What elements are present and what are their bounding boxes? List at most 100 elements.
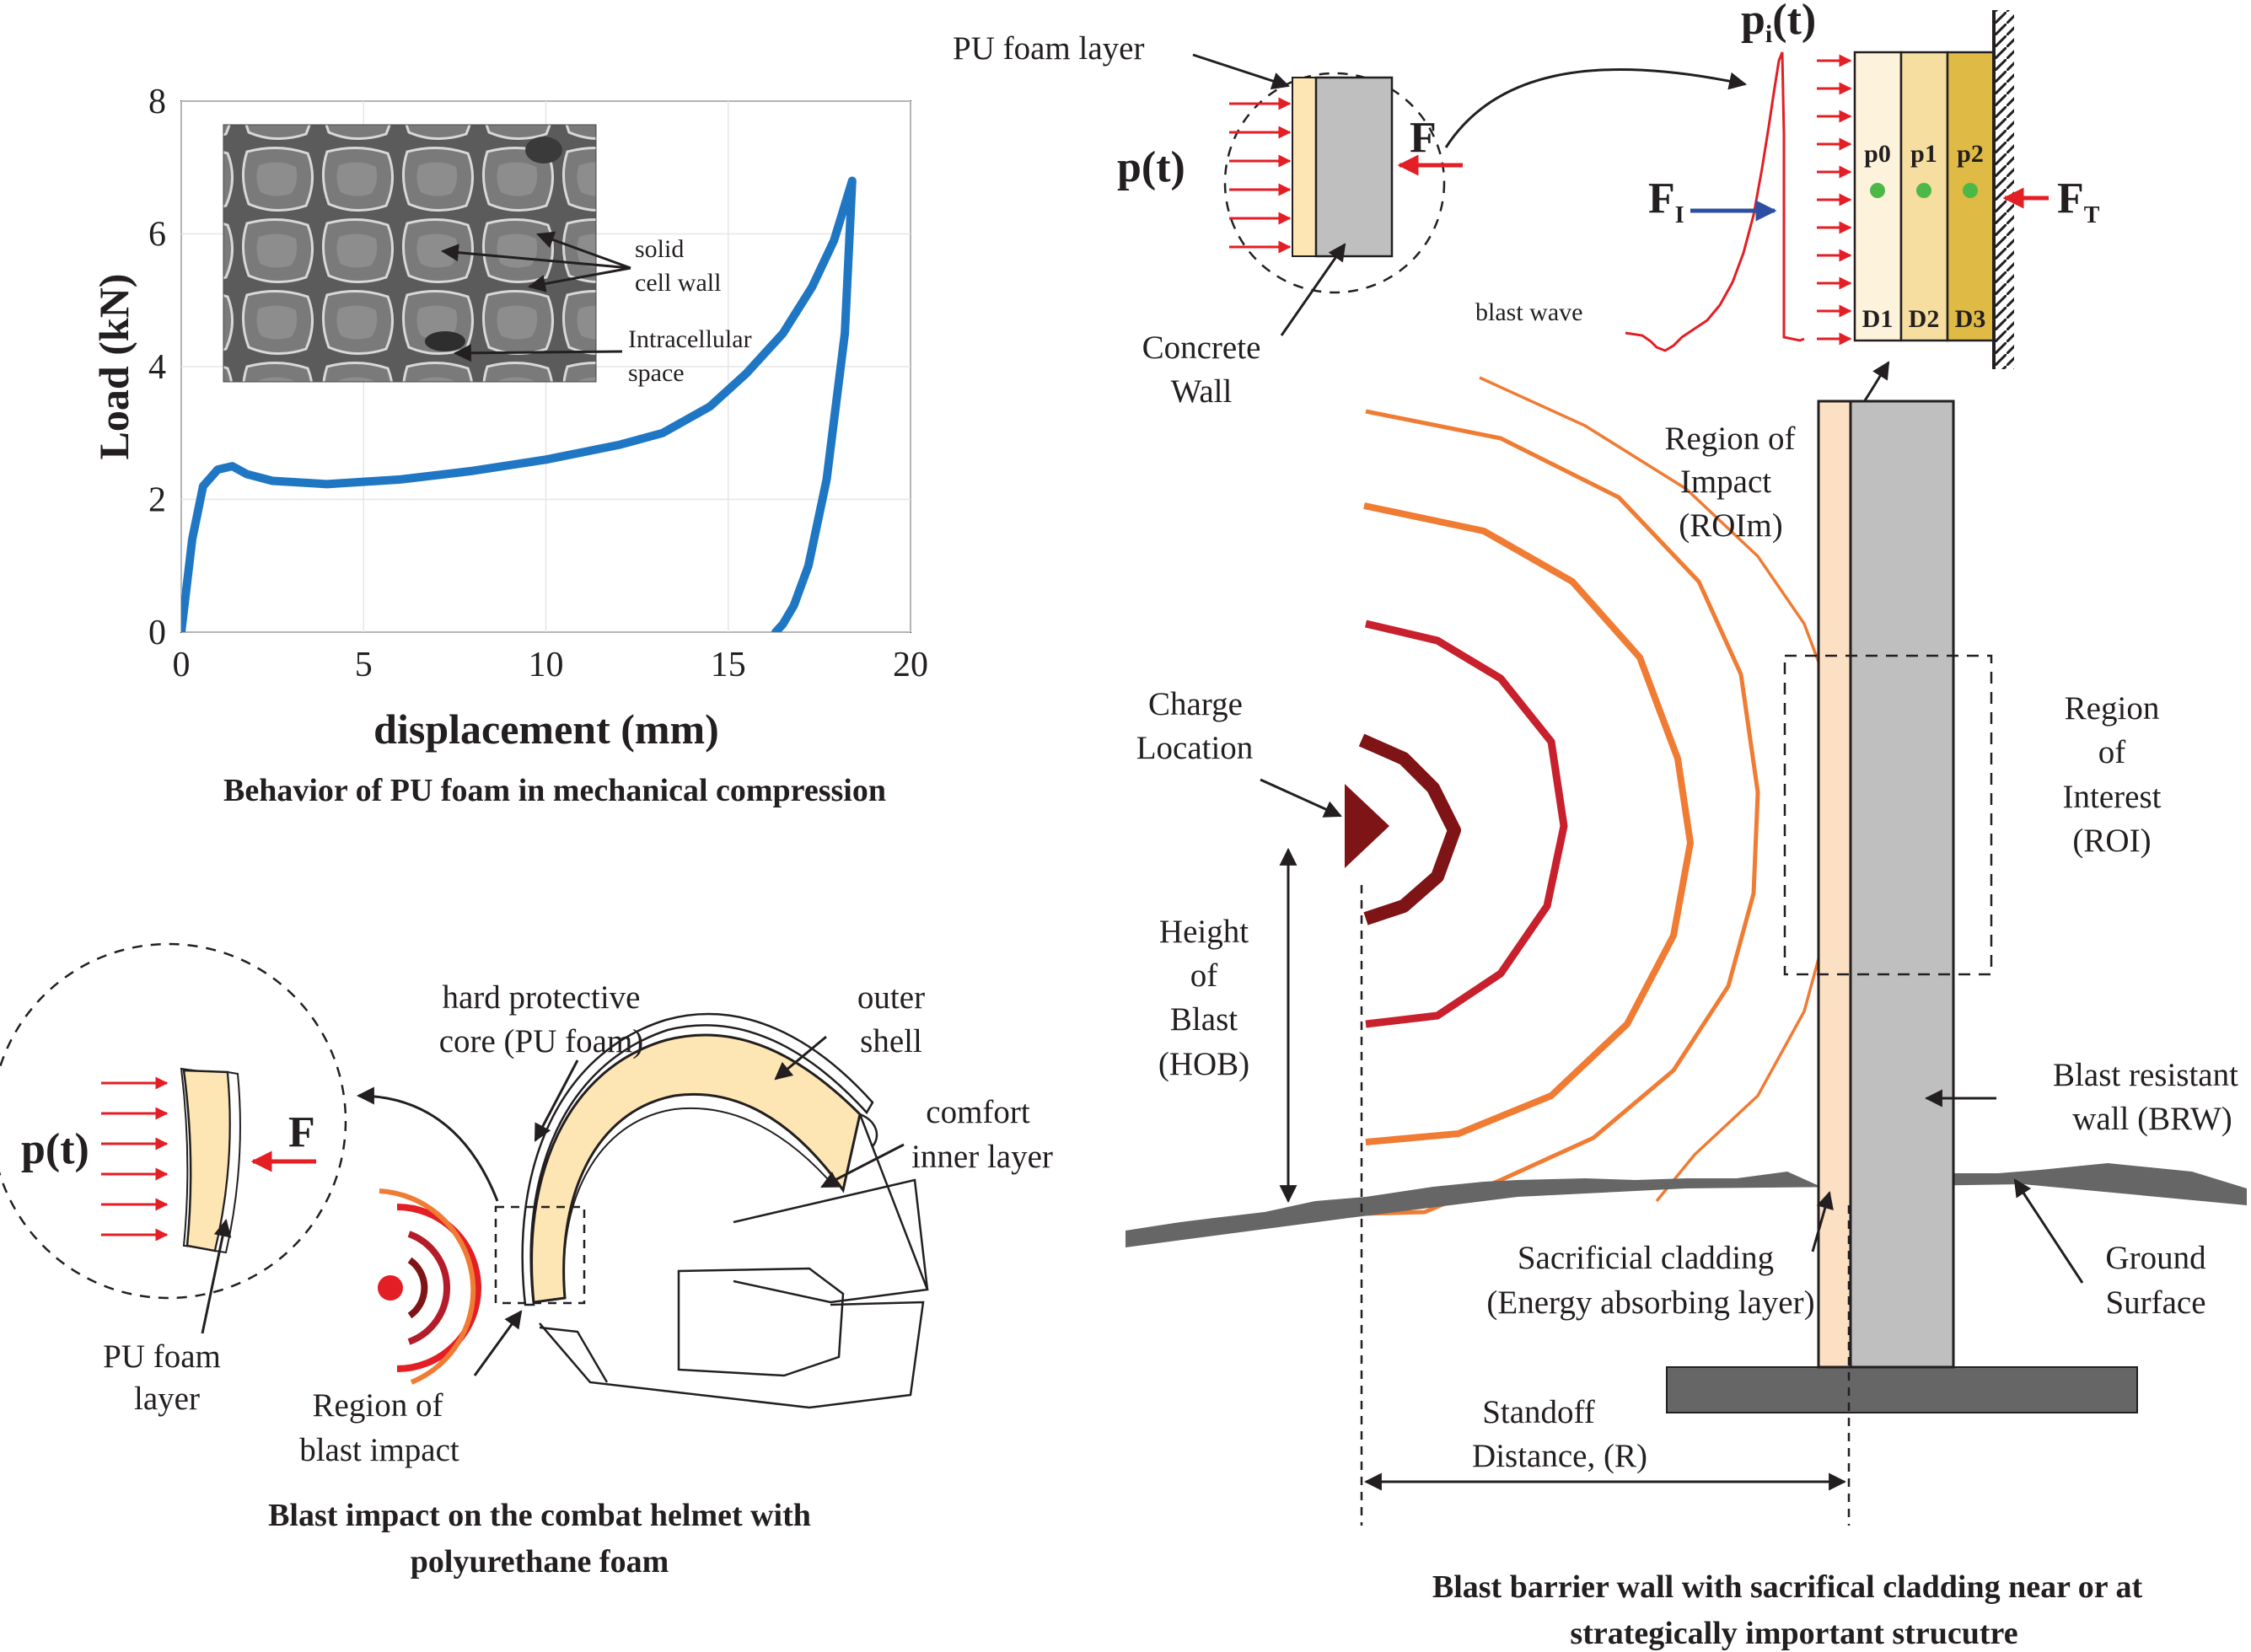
sacrificial-cladding	[1817, 400, 1852, 1369]
x-tick-label: 5	[355, 646, 373, 684]
ft-sub: T	[2084, 202, 2100, 228]
hob-label-1: Height	[1159, 914, 1249, 950]
wave-1	[1358, 733, 1461, 925]
gauge-p0	[1870, 183, 1885, 198]
gauge-p2	[1963, 183, 1978, 198]
fi-label: FI	[1648, 174, 1684, 228]
helmet-foam-pointer	[201, 1218, 232, 1334]
helmet-panel: p(t) F PU foam layer hard protective	[0, 942, 1053, 1580]
outer-shell-label-2: shell	[860, 1023, 922, 1059]
blast-wave-label: blast wave	[1475, 298, 1582, 326]
gauge-p1-label: p1	[1910, 140, 1937, 168]
helmet-force-label: F	[288, 1108, 315, 1156]
brw-label-1: Blast resistant	[2053, 1057, 2238, 1093]
visor	[733, 1113, 929, 1304]
blast-resistant-wall	[1849, 400, 1955, 1369]
pi-label: pi(t)	[1741, 0, 1816, 48]
y-tick-label: 4	[148, 348, 166, 387]
pi-main: p	[1741, 0, 1765, 44]
helmet-caption-1: Blast impact on the combat helmet with	[268, 1498, 811, 1533]
roim-label-1: Region of	[1665, 421, 1796, 457]
wave-2	[1364, 620, 1568, 1028]
hard-core-label-1: hard protective	[443, 979, 641, 1016]
roim-label-3: (ROIm)	[1679, 507, 1782, 544]
inset-label-cell-wall: cell wall	[635, 269, 721, 297]
outer-shell-label-1: outer	[857, 979, 925, 1016]
gauge-p2-label: p2	[1957, 140, 1984, 168]
y-tick-label: 6	[148, 216, 166, 255]
wave-4	[1365, 409, 1760, 1216]
y-tick-label: 0	[148, 614, 166, 652]
inset-pt-label: p(t)	[1117, 143, 1185, 191]
y-axis-label: Load (kN)	[90, 274, 137, 460]
foam-piece-shell	[213, 1070, 241, 1254]
y-tick-label: 2	[148, 481, 166, 520]
brw-label-2: wall (BRW)	[2072, 1101, 2232, 1137]
layer-d2-label: D2	[1909, 305, 1940, 333]
cell-wall-pointer-1	[440, 244, 631, 270]
x-tick-label: 0	[173, 646, 191, 684]
intracellular-pointer	[453, 344, 623, 362]
helmet-wave-4	[379, 1188, 476, 1385]
standoff-label-1: Standoff	[1482, 1394, 1595, 1430]
inset-label-space: space	[628, 359, 685, 387]
helmet-wave-3	[396, 1204, 481, 1372]
concrete-label-2: Wall	[1171, 373, 1233, 410]
helmet-foam-label-2: layer	[134, 1381, 200, 1417]
wave-3	[1363, 502, 1694, 1145]
outer-shell-line	[521, 1012, 874, 1306]
helmet-drawing	[521, 1012, 929, 1409]
ground-label-2: Surface	[2105, 1285, 2205, 1321]
footing	[1666, 1366, 2138, 1413]
chart-caption: Behavior of PU foam in mechanical compre…	[223, 773, 886, 808]
helmet-zoom-arrow	[356, 1086, 499, 1202]
face-shield	[733, 1178, 929, 1290]
wall-caption-1: Blast barrier wall with sacrifical cladd…	[1432, 1569, 2143, 1605]
charge-label-1: Charge	[1148, 686, 1243, 722]
ground-label-1: Ground	[2105, 1240, 2206, 1276]
fi-main: F	[1648, 174, 1675, 223]
blast-wall-panel: p(t) F PU foam layer Concrete Wall blast…	[953, 0, 2247, 1651]
hard-foam-core	[530, 1033, 862, 1304]
concrete-label-1: Concrete	[1142, 330, 1261, 366]
y-tick-label: 8	[148, 83, 166, 121]
roim-label-2: Impact	[1680, 464, 1771, 500]
helmet-wave-1	[407, 1257, 428, 1319]
cell-wall-pointer-2	[536, 231, 631, 270]
y-tick-labels: 0 2 4 6 8	[148, 83, 166, 652]
x-tick-label: 20	[893, 646, 928, 684]
helmet-caption-2: polyurethane foam	[411, 1544, 669, 1580]
standoff-label-2: Distance, (R)	[1472, 1438, 1647, 1474]
cladding-label-1: Sacrificial cladding	[1518, 1240, 1774, 1276]
hob-label-3: Blast	[1170, 1001, 1238, 1038]
comfort-pointer	[820, 1143, 905, 1188]
roi-box	[1783, 654, 1993, 976]
pi-sub: i	[1765, 20, 1772, 48]
wall-caption-2: strategically important strucutre	[1570, 1616, 2017, 1651]
hard-core-pointer	[534, 1059, 579, 1142]
helmet-region-box	[494, 1205, 586, 1305]
x-tick-label: 15	[711, 646, 746, 684]
sem-micrograph-inset	[223, 124, 597, 383]
helmet-pressure-arrows	[101, 1076, 169, 1242]
cladding-pointer	[1811, 1190, 1834, 1252]
layer-d1-label: D1	[1862, 305, 1894, 333]
ear-cut	[677, 1267, 845, 1377]
inset-label-solid: solid	[635, 235, 684, 263]
roi-label-1: Region	[2065, 690, 2160, 727]
roi-label-2: of	[2098, 734, 2126, 770]
inset-label-intracellular: Intracellular	[628, 325, 752, 353]
region-blast-label-2: blast impact	[299, 1432, 459, 1468]
x-tick-labels: 0 5 10 15 20	[173, 646, 929, 684]
strap	[539, 1326, 609, 1383]
region-blast-pointer	[473, 1310, 523, 1376]
x-axis-label: displacement (mm)	[373, 705, 719, 753]
concrete-wall-pointer	[1280, 243, 1346, 336]
x-tick-label: 10	[529, 646, 564, 684]
ground-surface	[1126, 1163, 2247, 1247]
region-blast-label-1: Region of	[313, 1387, 443, 1424]
helmet-pt-label: p(t)	[21, 1125, 89, 1173]
roi-label-3: Interest	[2063, 779, 2162, 815]
cladding-label-2: (Energy absorbing layer)	[1486, 1285, 1814, 1321]
pu-foam-layer-pointer	[1192, 53, 1290, 90]
